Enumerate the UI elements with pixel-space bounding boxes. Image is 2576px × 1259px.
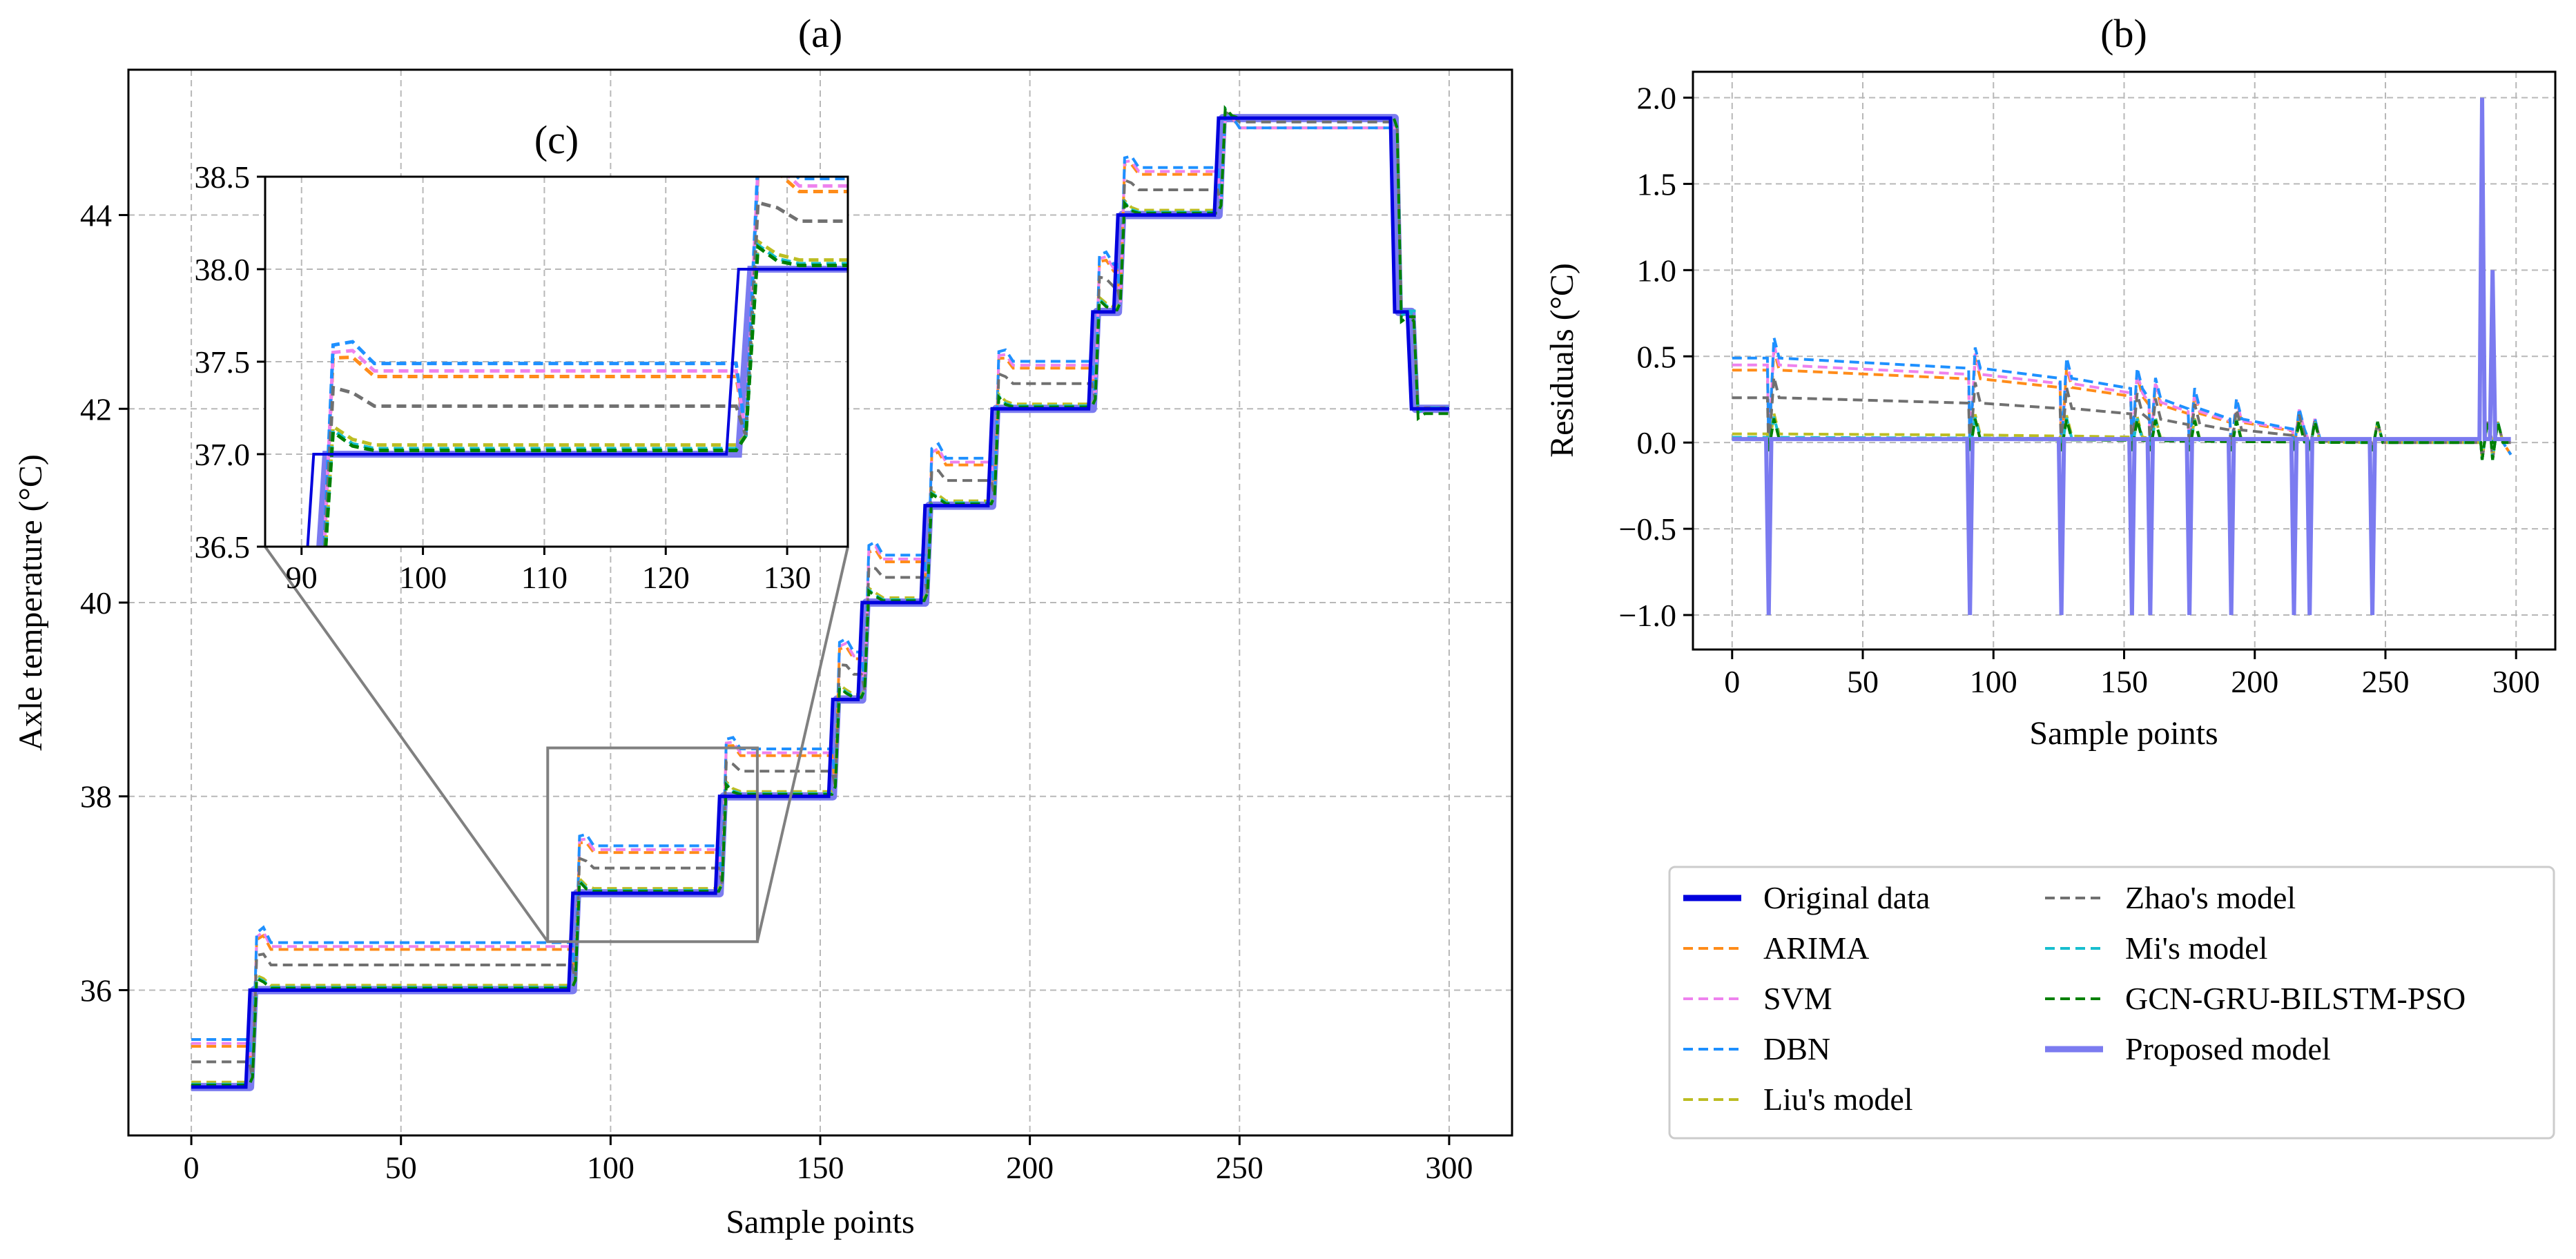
legend-label: SVM — [1763, 981, 1832, 1016]
legend-entry: DBN — [1683, 1031, 1830, 1066]
legend-entry: Proposed model — [2045, 1031, 2331, 1066]
legend-entry: Zhao's model — [2045, 880, 2296, 915]
inset-c-ticks: 90 100 110 120 130 36.5 37.0 37.5 38.0 38.5 — [195, 159, 811, 595]
a-xtick-label: 50 — [385, 1150, 417, 1185]
legend-entry: SVM — [1683, 981, 1832, 1016]
legend-entries: Original data ARIMA SVM DBN Liu's model Zhao'… — [1683, 880, 2466, 1117]
legend: Original data ARIMA SVM DBN Liu's model Zhao'… — [1668, 866, 2555, 1140]
c-xtick-label: 90 — [286, 560, 318, 595]
legend-label: ARIMA — [1763, 930, 1869, 966]
a-ytick-label: 42 — [80, 391, 112, 427]
a-xtick-label: 300 — [1425, 1150, 1473, 1185]
b-ytick-label: 1.5 — [1637, 166, 1677, 202]
b-xtick-label: 0 — [1724, 664, 1740, 699]
legend-entry: ARIMA — [1683, 930, 1869, 966]
panel-b-ylabel: Residuals (°C) — [1544, 263, 1580, 458]
legend-label: Original data — [1763, 880, 1930, 915]
b-ytick-label: 0.0 — [1637, 425, 1677, 460]
legend-label: Zhao's model — [2125, 880, 2296, 915]
a-series-zhao-s-model — [191, 110, 1449, 1078]
panel-b-series — [1732, 97, 2512, 616]
a-xtick-label: 250 — [1216, 1150, 1263, 1185]
legend-label: Liu's model — [1763, 1082, 1913, 1117]
legend-entry: Original data — [1683, 880, 1930, 915]
b-series-proposed — [1732, 97, 2511, 616]
b-xtick-label: 200 — [2231, 664, 2278, 699]
panel-b: 0 50 100 150 200 250 300 −1.0 −0.5 0.0 0.5 1.0 1.5 2.… — [1544, 11, 2557, 752]
panel-a-series — [191, 105, 1449, 1091]
legend-label: GCN-GRU-BILSTM-PSO — [2125, 981, 2466, 1016]
panel-a-ticks: 0 50 100 150 200 250 300 36 38 40 42 44 — [80, 198, 1473, 1185]
legend-label: Mi's model — [2125, 930, 2267, 966]
zoom-connector-right — [755, 546, 849, 942]
a-xtick-label: 0 — [184, 1150, 200, 1185]
panel-b-xlabel: Sample points — [2029, 715, 2218, 752]
b-ytick-label: −0.5 — [1619, 511, 1676, 547]
c-ytick-label: 36.5 — [195, 529, 251, 565]
a-xtick-label: 150 — [797, 1150, 844, 1185]
b-xtick-label: 300 — [2492, 664, 2540, 699]
c-series-arima — [322, 177, 848, 547]
b-series-zhao-s-model — [1732, 376, 2511, 460]
panel-a-xlabel: Sample points — [726, 1204, 914, 1240]
panel-a-ylabel: Axle temperature (°C) — [12, 454, 49, 751]
a-ytick-label: 36 — [80, 973, 112, 1008]
c-series-original — [306, 268, 848, 547]
c-ytick-label: 37.5 — [195, 344, 251, 380]
c-xtick-label: 100 — [399, 560, 447, 595]
b-xtick-label: 100 — [1970, 664, 2017, 699]
b-ytick-label: 0.5 — [1637, 339, 1677, 374]
zoom-connector-left — [264, 545, 549, 943]
panel-a-title: (a) — [798, 11, 842, 56]
b-xtick-label: 50 — [1847, 664, 1879, 699]
a-series-dbn — [191, 115, 1449, 1077]
b-ytick-label: 1.0 — [1637, 253, 1677, 288]
legend-label: Proposed model — [2125, 1031, 2331, 1066]
b-xtick-label: 250 — [2361, 664, 2409, 699]
inset-c-title: (c) — [534, 117, 579, 162]
legend-label: DBN — [1763, 1031, 1830, 1066]
legend-entry: Liu's model — [1683, 1082, 1913, 1117]
b-ytick-label: −1.0 — [1619, 598, 1676, 633]
a-xtick-label: 100 — [587, 1150, 635, 1185]
panel-b-ticks: 0 50 100 150 200 250 300 −1.0 −0.5 0.0 0.5 1.0 1.5 2.… — [1619, 80, 2540, 699]
a-series-original — [191, 116, 1449, 1089]
panel-b-title: (b) — [2100, 11, 2147, 56]
legend-entry: Mi's model — [2045, 930, 2267, 966]
c-series-svm — [322, 177, 848, 547]
a-ytick-label: 44 — [80, 198, 112, 233]
c-ytick-label: 37.0 — [195, 437, 251, 472]
a-ytick-label: 38 — [80, 779, 112, 814]
a-xtick-label: 200 — [1006, 1150, 1054, 1185]
b-xtick-label: 150 — [2100, 664, 2148, 699]
a-ytick-label: 40 — [80, 585, 112, 621]
c-series-dbn — [322, 177, 848, 547]
c-ytick-label: 38.0 — [195, 252, 251, 287]
c-xtick-label: 130 — [764, 560, 811, 595]
inset-c-series — [306, 177, 848, 547]
inset-c: 90 100 110 120 130 36.5 37.0 37.5 38.0 38.5 (c) — [195, 117, 849, 595]
zoom-box — [546, 746, 759, 944]
b-ytick-label: 2.0 — [1637, 80, 1677, 115]
c-ytick-label: 38.5 — [195, 159, 251, 195]
legend-entry: GCN-GRU-BILSTM-PSO — [2045, 981, 2466, 1016]
c-xtick-label: 120 — [642, 560, 690, 595]
c-series-zhao-s-model — [322, 200, 848, 547]
c-xtick-label: 110 — [521, 560, 568, 595]
a-series-arima — [191, 116, 1449, 1077]
legend-box — [1668, 866, 2555, 1140]
